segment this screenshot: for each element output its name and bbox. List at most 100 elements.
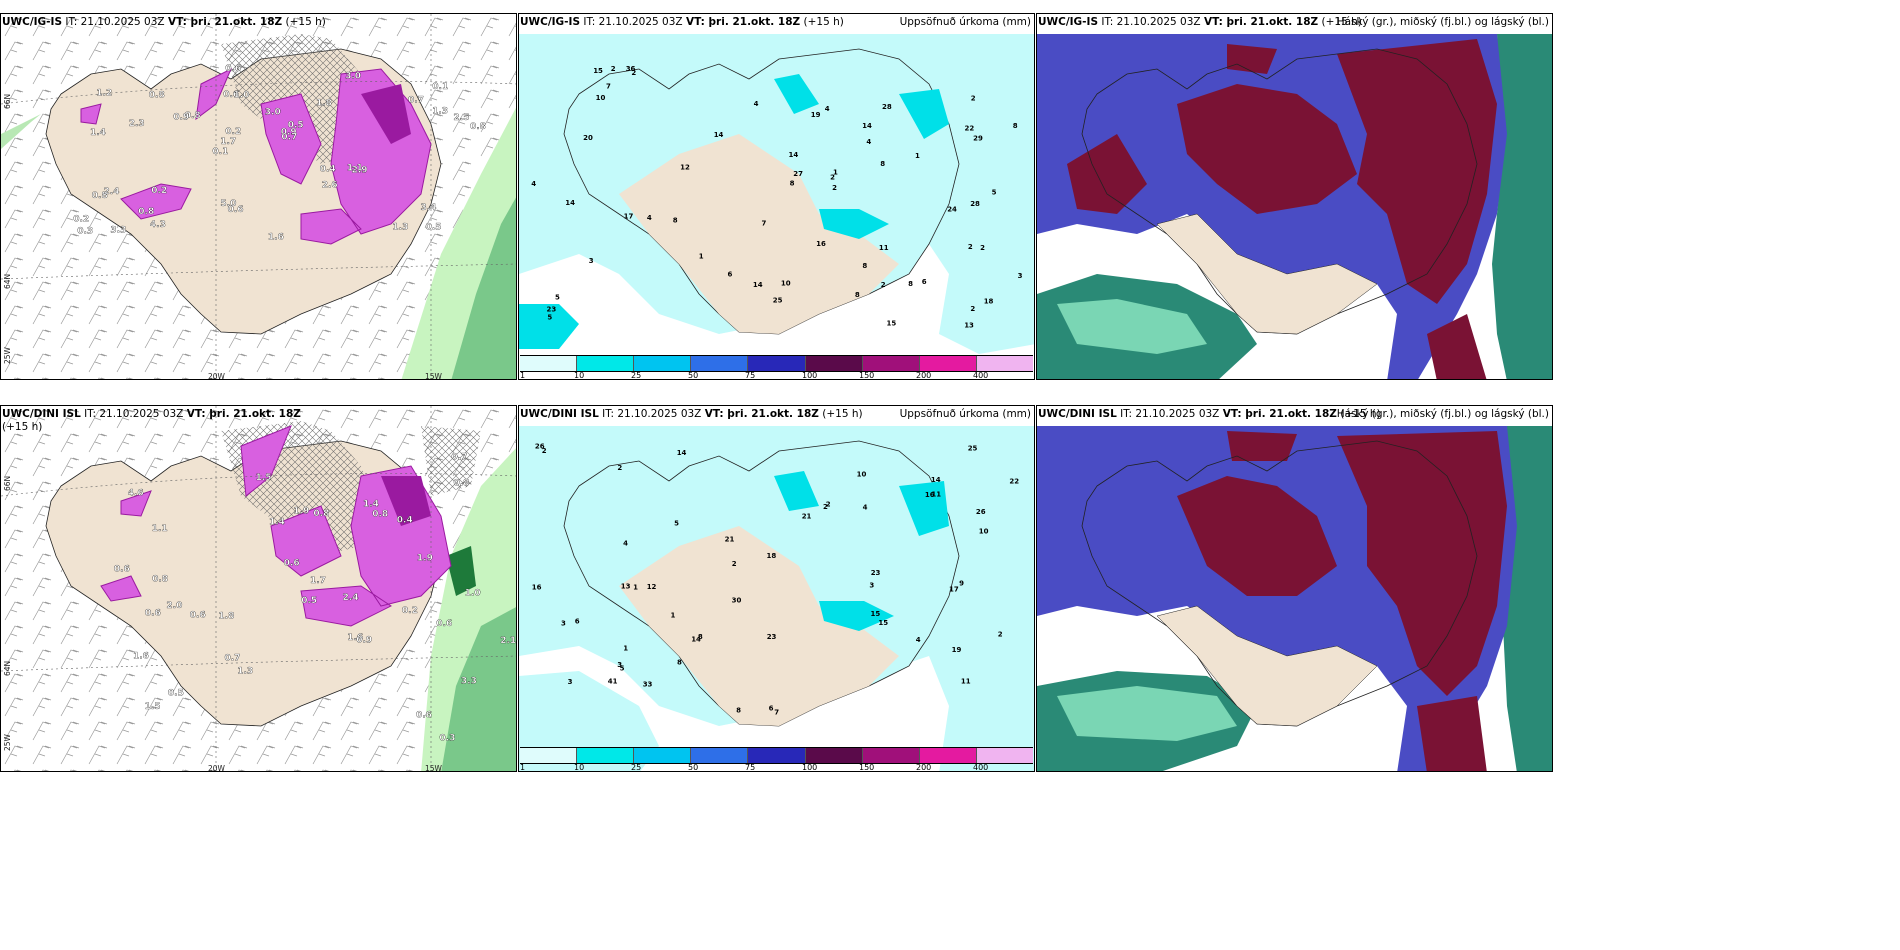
- map-value-label: 3: [561, 620, 566, 628]
- map-value-label: 2.0: [166, 601, 182, 611]
- map-value-label: 4: [863, 504, 868, 512]
- map-value-label: 2: [832, 184, 837, 192]
- map-value-label: 16: [816, 240, 826, 248]
- map-value-label: 0.6: [225, 64, 241, 74]
- high-cloud-area: [1067, 39, 1497, 379]
- map-value-label: 2: [611, 65, 616, 73]
- map-value-label: 14: [931, 476, 941, 484]
- map-value-label: 4: [531, 180, 536, 188]
- map-value-label: 1: [833, 169, 838, 177]
- colorbar-segment: [976, 356, 1033, 371]
- high-cloud-area: [1177, 431, 1507, 771]
- map-value-label: 10: [596, 94, 606, 102]
- map-value-label: 1.8: [316, 99, 332, 109]
- map-value-label: 0.8: [152, 575, 168, 585]
- colorbar-tick-label: 75: [745, 763, 756, 772]
- map-value-label: 23: [767, 633, 777, 641]
- map-value-label: 1.7: [220, 137, 236, 147]
- map-value-label: 4: [754, 100, 759, 108]
- map-value-label: 22: [1009, 478, 1019, 486]
- cloud-map-row2: [1037, 406, 1552, 771]
- map-value-label: 14: [753, 281, 763, 289]
- map-value-label: 2.4: [343, 593, 359, 603]
- colorbar-segment: [577, 356, 635, 371]
- map-value-label: 2: [970, 305, 975, 313]
- map-value-label: 8: [677, 659, 682, 667]
- map-value-label: 23: [871, 569, 881, 577]
- map-value-label: 0.4: [320, 164, 336, 174]
- map-value-label: 2.1: [500, 636, 516, 646]
- map-value-label: 2: [826, 500, 831, 508]
- map-value-label: 1.4: [363, 500, 379, 510]
- map-value-label: 10: [781, 280, 791, 288]
- map-value-label: 2: [971, 95, 976, 103]
- map-value-label: 0.9: [281, 127, 297, 137]
- map-value-label: 2: [830, 173, 835, 181]
- colorbar-tick-label: 10: [574, 371, 585, 380]
- map-value-label: 0.3: [439, 733, 455, 743]
- map-value-label: 8: [1013, 122, 1018, 130]
- lat-label-66n: 66N: [3, 93, 12, 109]
- map-value-label: 0.5: [168, 689, 184, 699]
- map-value-label: 0.5: [301, 596, 317, 606]
- map-value-label: 0.8: [185, 111, 201, 121]
- map-value-label: 0.8: [372, 509, 388, 519]
- map-value-label: 0.7: [281, 132, 297, 142]
- precip-map-row2: 3152311161423213317514142211228104192341…: [519, 406, 1034, 771]
- map-value-label: 11: [961, 677, 971, 685]
- panel-title: UWC/DINI ISL IT: 21.10.2025 03Z VT: þri.…: [2, 408, 301, 433]
- map-value-label: 2: [980, 244, 985, 252]
- map-value-label: 26: [976, 508, 986, 516]
- map-value-label: 0.8: [454, 478, 470, 488]
- map-value-label: 1: [623, 644, 628, 652]
- map-value-label: 8: [880, 160, 885, 168]
- wind-snow-map-row2: 0.3 2.0 1.6 4.6 3.3 1.1 0.5 1.8 0.4 1.9 0.8 0.6 1.3 1…: [1, 406, 516, 771]
- map-value-label: 13: [621, 582, 631, 590]
- map-value-label: 0.6: [228, 205, 244, 215]
- map-value-label: 30: [732, 597, 742, 605]
- map-value-label: 8: [673, 217, 678, 225]
- map-value-label: 12: [680, 164, 690, 172]
- map-value-label: 1.8: [218, 612, 234, 622]
- colorbar-tick-label: 100: [802, 371, 818, 380]
- map-value-label: 2.4: [104, 187, 120, 197]
- lat-label-25w: 25W: [3, 734, 12, 751]
- map-value-label: 14: [691, 636, 701, 644]
- map-value-label: 4.3: [150, 220, 166, 230]
- map-value-label: 5.0: [220, 199, 236, 209]
- map-value-label: 2: [881, 281, 886, 289]
- map-value-label: 23: [547, 305, 557, 313]
- precip-colorbar: [520, 747, 1033, 764]
- map-value-label: 1: [671, 612, 676, 620]
- colorbar-tick-label: 25: [631, 371, 642, 380]
- map-value-label: 0.8: [138, 207, 154, 217]
- map-value-label: 1.5: [256, 473, 272, 483]
- map-value-label: 1: [633, 583, 638, 591]
- map-value-label: 36: [626, 65, 636, 73]
- colorbar-tick-label: 1: [520, 763, 526, 772]
- map-value-label: 28: [970, 200, 980, 208]
- map-value-label: 0.6: [114, 564, 130, 574]
- map-value-label: 6: [575, 618, 580, 626]
- map-value-label: 6: [728, 271, 733, 279]
- map-value-label: 41: [608, 678, 618, 686]
- colorbar-segment: [805, 748, 863, 763]
- colorbar-tick-label: 150: [859, 371, 875, 380]
- map-value-label: 3.3: [461, 677, 477, 687]
- map-value-label: 8: [855, 291, 860, 299]
- lon-label-15w: 15W: [425, 764, 442, 772]
- colorbar-segment: [919, 356, 977, 371]
- map-value-label: 13: [964, 322, 974, 330]
- map-value-label: 0.7: [451, 452, 467, 462]
- map-value-label: 5: [555, 294, 560, 302]
- colorbar-tick-label: 200: [916, 371, 932, 380]
- lat-label-64n: 64N: [3, 660, 12, 676]
- map-value-label: 0.6: [145, 608, 161, 618]
- colorbar-segment: [919, 748, 977, 763]
- map-value-label: 0.1: [432, 82, 448, 92]
- map-value-label: 26: [535, 443, 545, 451]
- map-value-label: 16: [925, 491, 935, 499]
- map-panel-wind-snow-row2: 0.3 2.0 1.6 4.6 3.3 1.1 0.5 1.8 0.4 1.9 0.8 0.6 1.3 1…: [0, 405, 517, 772]
- map-value-label: 29: [973, 135, 983, 143]
- map-value-label: 7: [762, 219, 767, 227]
